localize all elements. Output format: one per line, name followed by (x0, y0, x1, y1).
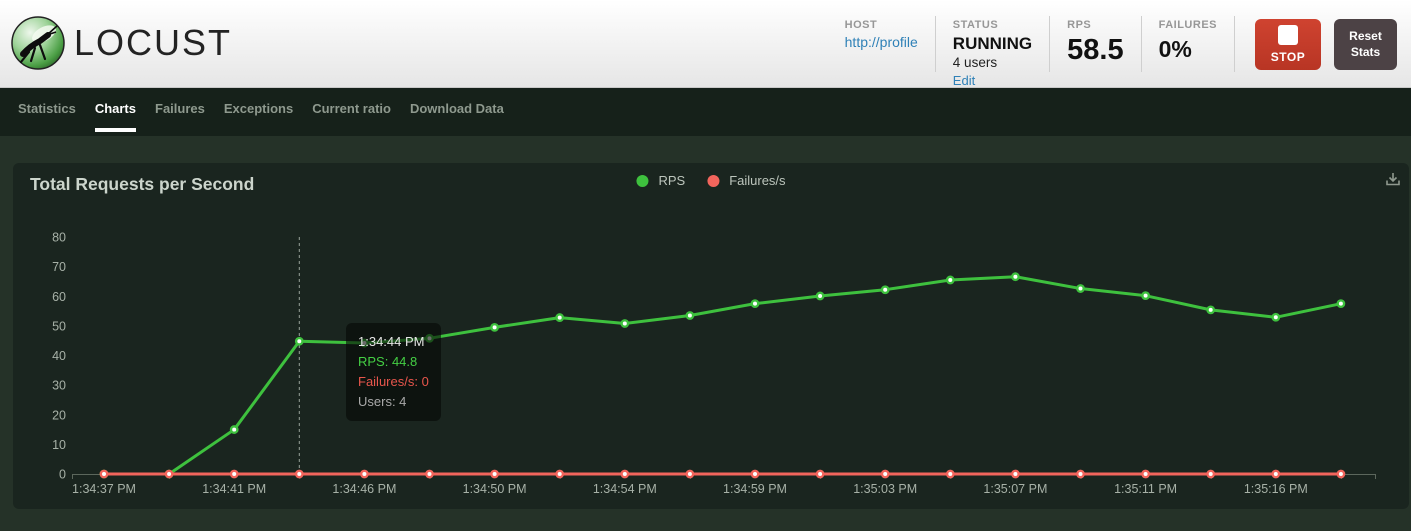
status-users: 4 users (952, 55, 998, 70)
legend-item-failures: Failures/s (707, 173, 786, 188)
tab-current-ratio[interactable]: Current ratio (312, 100, 391, 116)
failures-value: 0% (1158, 36, 1192, 62)
app-header: LOCUST HOST http://profile STATUS RUNNIN… (0, 0, 1411, 88)
stop-square-icon (1278, 24, 1298, 45)
stop-button-label: STOP (1270, 49, 1306, 64)
svg-text:1:34:50 PM: 1:34:50 PM (463, 482, 527, 496)
divider (1234, 16, 1235, 72)
tooltip-failures: Failures/s: 0 (358, 374, 429, 389)
header-stats: HOST http://profile STATUS RUNNING 4 use… (828, 0, 1397, 88)
svg-text:1:34:41 PM: 1:34:41 PM (202, 482, 266, 496)
status-block: STATUS RUNNING 4 users Edit (936, 0, 1049, 90)
chart-legend: RPS Failures/s (636, 173, 786, 188)
reset-stats-label: Reset Stats (1349, 29, 1382, 59)
chart-tooltip: 1:34:44 PM RPS: 44.8 Failures/s: 0 Users… (346, 323, 441, 421)
chart-title: Total Requests per Second (30, 174, 255, 194)
legend-item-rps: RPS (636, 173, 685, 188)
rps-legend-label: RPS (658, 173, 686, 188)
host-label: HOST (844, 19, 878, 31)
rps-label: RPS (1067, 19, 1092, 31)
svg-text:30: 30 (52, 379, 66, 393)
svg-text:1:34:37 PM: 1:34:37 PM (72, 482, 136, 496)
status-label: STATUS (952, 19, 999, 31)
tab-statistics[interactable]: Statistics (18, 100, 76, 116)
tooltip-time: 1:34:44 PM (358, 334, 425, 349)
failures-block: FAILURES 0% (1142, 0, 1234, 64)
tab-download-data[interactable]: Download Data (409, 100, 504, 116)
svg-text:0: 0 (59, 468, 66, 482)
tab-exceptions[interactable]: Exceptions (223, 100, 294, 116)
tooltip-rps: RPS: 44.8 (358, 354, 418, 369)
divider (1049, 16, 1051, 72)
svg-text:1:34:59 PM: 1:34:59 PM (723, 482, 787, 496)
divider (934, 16, 936, 72)
svg-text:70: 70 (52, 260, 66, 274)
divider (1140, 16, 1142, 72)
svg-text:50: 50 (52, 319, 66, 333)
host-link[interactable]: http://profile (844, 34, 918, 50)
main-nav: Statistics Charts Failures Exceptions Cu… (0, 88, 1411, 136)
svg-text:60: 60 (52, 290, 66, 304)
svg-text:80: 80 (52, 231, 66, 245)
rps-value: 58.5 (1067, 34, 1124, 66)
tooltip-users: Users: 4 (358, 394, 407, 409)
host-block: HOST http://profile (828, 0, 935, 50)
logo-text: LOCUST (74, 22, 233, 63)
logo: LOCUST (10, 15, 232, 71)
svg-text:40: 40 (52, 349, 66, 363)
rps-legend-dot-icon (636, 174, 649, 187)
rps-chart-panel: 0 10 20 30 40 50 60 70 80 1:34:37 PM 1:34:41 PM 1:3… (13, 163, 1409, 509)
charts-page: 0 10 20 30 40 50 60 70 80 1:34:37 PM 1:34:41 PM 1:3… (0, 136, 1411, 531)
rps-block: RPS 58.5 (1050, 0, 1140, 66)
svg-text:1:35:07 PM: 1:35:07 PM (983, 482, 1047, 496)
tab-charts[interactable]: Charts (94, 88, 136, 132)
locust-logo-icon (11, 16, 65, 70)
svg-text:10: 10 (52, 438, 66, 452)
svg-text:20: 20 (52, 408, 66, 422)
tab-failures[interactable]: Failures (155, 100, 205, 116)
download-icon[interactable] (1383, 170, 1403, 190)
svg-text:1:34:54 PM: 1:34:54 PM (593, 482, 657, 496)
svg-text:1:34:46 PM: 1:34:46 PM (332, 482, 396, 496)
failures-legend-label: Failures/s (729, 173, 786, 188)
svg-text:1:35:11 PM: 1:35:11 PM (1114, 482, 1177, 496)
failures-legend-dot-icon (707, 174, 720, 187)
failures-label: FAILURES (1158, 19, 1217, 31)
svg-text:1:35:16 PM: 1:35:16 PM (1244, 482, 1308, 496)
svg-text:1:35:03 PM: 1:35:03 PM (853, 482, 917, 496)
stop-button[interactable]: STOP (1255, 18, 1321, 70)
edit-link[interactable]: Edit (952, 73, 976, 88)
rps-chart[interactable]: 0 10 20 30 40 50 60 70 80 1:34:37 PM 1:34:41 PM 1:3… (13, 163, 1409, 509)
reset-stats-button[interactable]: Reset Stats (1334, 18, 1397, 70)
status-value: RUNNING (952, 34, 1033, 53)
